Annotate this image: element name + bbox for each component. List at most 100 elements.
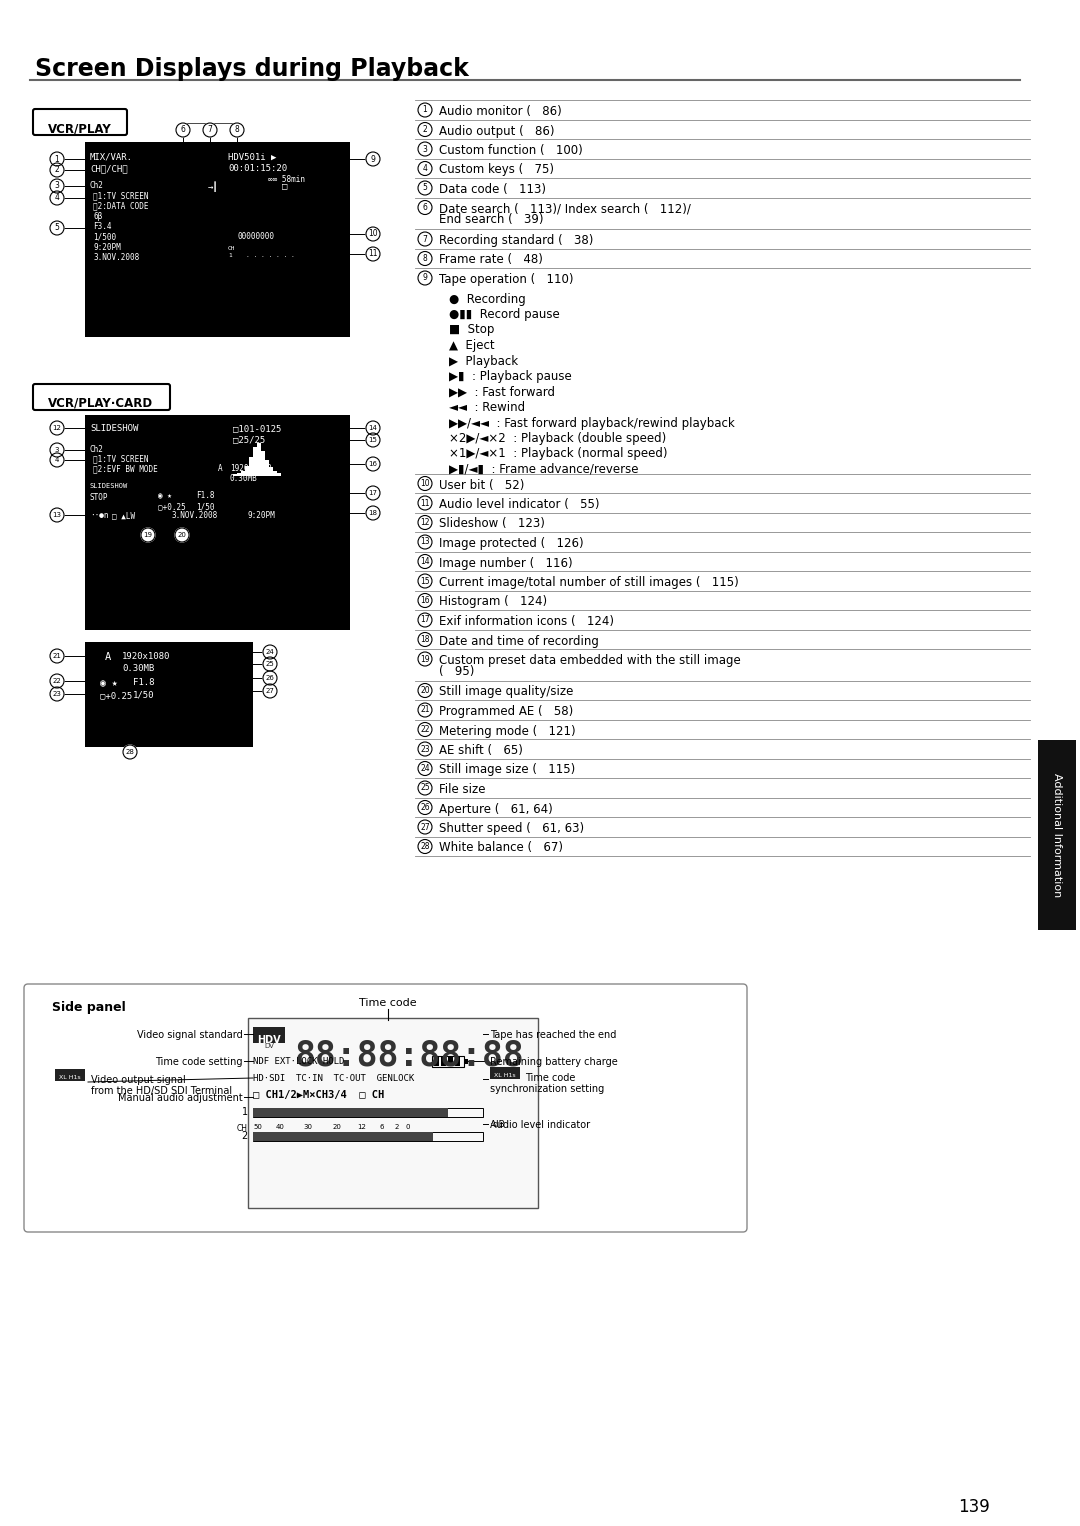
Circle shape: [175, 528, 189, 542]
Text: Remaining battery charge: Remaining battery charge: [490, 1058, 618, 1067]
Bar: [273, 472, 276, 476]
Text: HDV501i ▶: HDV501i ▶: [228, 153, 276, 162]
Bar: [265, 459, 269, 476]
Text: ⌖2:EVF BW MODE: ⌖2:EVF BW MODE: [93, 464, 158, 473]
Bar: [253, 447, 257, 476]
Text: ■  Stop: ■ Stop: [449, 324, 495, 337]
Circle shape: [203, 124, 217, 137]
Circle shape: [418, 801, 432, 815]
Bar: [1038, 740, 1076, 929]
Circle shape: [141, 528, 156, 542]
Circle shape: [50, 153, 64, 166]
Bar: [253, 1108, 448, 1117]
Bar: [253, 1027, 285, 1042]
Text: 1920x1080: 1920x1080: [230, 464, 272, 473]
Text: 12: 12: [53, 426, 62, 430]
Text: CHⅠ/CHⅡ: CHⅠ/CHⅡ: [90, 163, 127, 172]
Text: ⌖2:DATA CODE: ⌖2:DATA CODE: [93, 201, 149, 211]
Text: Audio output (   86): Audio output ( 86): [438, 125, 554, 137]
Circle shape: [366, 456, 380, 472]
Text: 25: 25: [420, 783, 430, 792]
Text: End search (   39): End search ( 39): [438, 214, 543, 226]
Circle shape: [50, 508, 64, 522]
Text: 3: 3: [422, 145, 428, 154]
Circle shape: [418, 839, 432, 853]
Text: Custom preset data embedded with the still image: Custom preset data embedded with the sti…: [438, 655, 741, 667]
Text: 6: 6: [422, 203, 428, 212]
Text: ●▮▮  Record pause: ●▮▮ Record pause: [449, 308, 559, 320]
Text: A: A: [105, 652, 111, 662]
Text: 0: 0: [406, 1125, 410, 1129]
Text: 4: 4: [55, 456, 59, 462]
Circle shape: [418, 632, 432, 647]
Bar: [448, 1058, 453, 1067]
Text: ◉ ★: ◉ ★: [100, 678, 118, 688]
FancyBboxPatch shape: [33, 108, 127, 134]
Bar: [85, 142, 350, 337]
Text: Exif information icons (   124): Exif information icons ( 124): [438, 615, 615, 629]
Text: 28: 28: [125, 749, 134, 755]
Circle shape: [264, 658, 276, 671]
Circle shape: [418, 819, 432, 835]
Text: 1: 1: [55, 154, 59, 163]
Circle shape: [50, 674, 64, 688]
Text: 25: 25: [266, 661, 274, 667]
Circle shape: [50, 453, 64, 467]
Text: User bit (   52): User bit ( 52): [438, 479, 525, 491]
Text: 2: 2: [422, 125, 428, 134]
Circle shape: [418, 781, 432, 795]
Text: 1/500: 1/500: [93, 232, 117, 241]
Text: Metering mode (   121): Metering mode ( 121): [438, 725, 576, 737]
Text: 26: 26: [420, 803, 430, 812]
Circle shape: [366, 421, 380, 435]
Text: 21: 21: [53, 653, 62, 659]
Text: 1/50: 1/50: [133, 691, 154, 700]
Circle shape: [418, 252, 432, 266]
Text: Image protected (   126): Image protected ( 126): [438, 537, 583, 549]
Text: ·dB: ·dB: [490, 1120, 504, 1129]
Text: Ch2: Ch2: [90, 446, 104, 455]
Circle shape: [418, 142, 432, 156]
Text: ▶▶/◄◄  : Fast forward playback/rewind playback: ▶▶/◄◄ : Fast forward playback/rewind pla…: [449, 417, 734, 429]
Circle shape: [366, 433, 380, 447]
Circle shape: [418, 554, 432, 569]
Text: ●  Recording: ● Recording: [449, 293, 526, 305]
Text: ◉ ★: ◉ ★: [158, 491, 172, 501]
Text: Audio level indicator (   55): Audio level indicator ( 55): [438, 497, 599, 511]
Text: ×1▶/◄×1  : Playback (normal speed): ×1▶/◄×1 : Playback (normal speed): [449, 447, 667, 461]
FancyBboxPatch shape: [33, 385, 170, 410]
Text: 17: 17: [368, 490, 378, 496]
Bar: [464, 1059, 468, 1064]
Circle shape: [418, 684, 432, 697]
Text: ▶  Playback: ▶ Playback: [449, 354, 518, 368]
Circle shape: [418, 102, 432, 118]
Bar: [490, 1067, 519, 1079]
Text: . . . . . . .: . . . . . . .: [246, 253, 295, 258]
Text: 22: 22: [420, 725, 430, 734]
Text: Slideshow (   123): Slideshow ( 123): [438, 517, 545, 531]
Text: ▶▮  : Playback pause: ▶▮ : Playback pause: [449, 369, 571, 383]
Text: VCR/PLAY: VCR/PLAY: [49, 122, 112, 134]
Text: 16: 16: [420, 597, 430, 604]
Text: HD·SDI  TC·IN  TC·OUT  GENLOCK: HD·SDI TC·IN TC·OUT GENLOCK: [253, 1074, 415, 1083]
Text: 1920x1080: 1920x1080: [122, 652, 171, 661]
Text: A: A: [218, 464, 222, 473]
Bar: [253, 1132, 433, 1141]
Text: Video output signal: Video output signal: [91, 1074, 186, 1085]
Text: □ ▲LW: □ ▲LW: [112, 511, 135, 520]
Text: ◄◄  : Rewind: ◄◄ : Rewind: [449, 401, 525, 414]
Text: 7: 7: [207, 125, 213, 134]
Text: 14: 14: [368, 426, 377, 430]
Text: Histogram (   124): Histogram ( 124): [438, 595, 548, 609]
Text: 15: 15: [368, 436, 377, 443]
Circle shape: [50, 163, 64, 177]
Circle shape: [366, 153, 380, 166]
Circle shape: [50, 649, 64, 662]
Text: ▶▮/◄▮  : Frame advance/reverse: ▶▮/◄▮ : Frame advance/reverse: [449, 462, 638, 476]
Text: 13: 13: [53, 513, 62, 517]
Text: 28: 28: [420, 842, 430, 852]
Text: 5: 5: [422, 183, 428, 192]
Text: 13: 13: [420, 537, 430, 546]
Circle shape: [418, 200, 432, 215]
Bar: [237, 473, 241, 476]
